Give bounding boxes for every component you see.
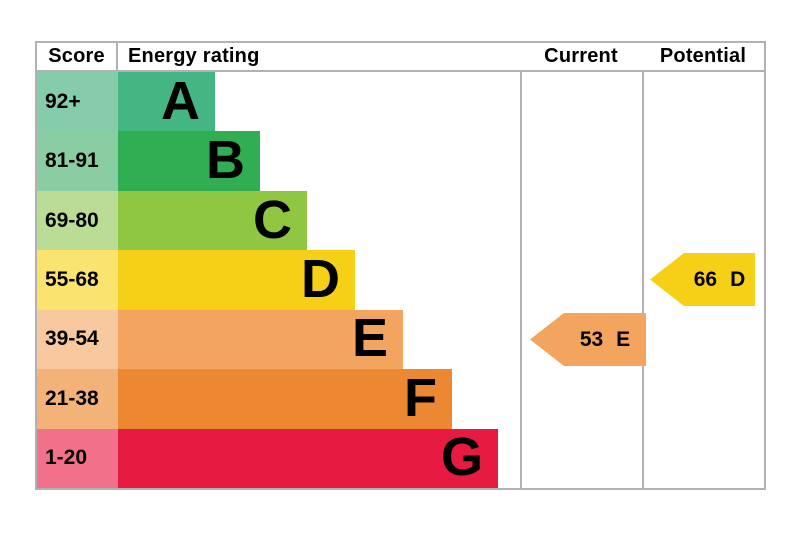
band-score-range: 92+	[37, 72, 118, 132]
divider-energy-current	[520, 43, 522, 488]
band-row-e: 39-54 E	[37, 308, 764, 370]
band-score-range: 21-38	[37, 369, 118, 429]
band-bar: E	[118, 308, 403, 370]
current-rating-band: E	[616, 327, 631, 351]
band-row-g: 1-20 G	[37, 427, 764, 488]
band-row-d: 55-68 D	[37, 248, 764, 310]
header-row: Score Energy rating Current Potential	[37, 43, 764, 72]
band-score-range: 55-68	[37, 250, 118, 310]
current-rating-value: 53	[579, 327, 604, 351]
band-letter: C	[253, 189, 292, 250]
band-letter: A	[161, 70, 200, 131]
band-row-f: 21-38 F	[37, 367, 764, 429]
band-bar: A	[118, 70, 215, 132]
band-row-c: 69-80 C	[37, 189, 764, 251]
band-score-range: 1-20	[37, 428, 118, 488]
rating-bands: 92+ A 81-91 B 69-80 C 55-68 D 39-54 E 21…	[37, 72, 764, 488]
epc-rating-chart: Score Energy rating Current Potential 92…	[35, 41, 766, 490]
band-score-range: 81-91	[37, 131, 118, 191]
band-bar: B	[118, 130, 260, 191]
header-score: Score	[37, 43, 118, 70]
band-row-b: 81-91 B	[37, 130, 764, 191]
band-letter: D	[301, 248, 340, 309]
band-score-range: 39-54	[37, 309, 118, 370]
band-bar: G	[118, 427, 498, 488]
band-letter: E	[351, 308, 388, 369]
potential-rating-band: D	[730, 267, 746, 291]
band-row-a: 92+ A	[37, 70, 764, 132]
band-score-range: 69-80	[37, 190, 118, 251]
band-letter: B	[206, 130, 245, 191]
header-potential: Potential	[659, 45, 747, 67]
header-energy-rating: Energy rating	[128, 45, 260, 67]
potential-rating-value: 66	[693, 267, 718, 291]
band-bar: C	[118, 189, 307, 251]
band-bar: D	[118, 248, 355, 310]
band-letter: G	[440, 427, 483, 488]
header-current: Current	[544, 45, 618, 67]
band-letter: F	[404, 367, 437, 428]
band-bar: F	[118, 367, 452, 429]
divider-current-potential	[642, 43, 644, 488]
